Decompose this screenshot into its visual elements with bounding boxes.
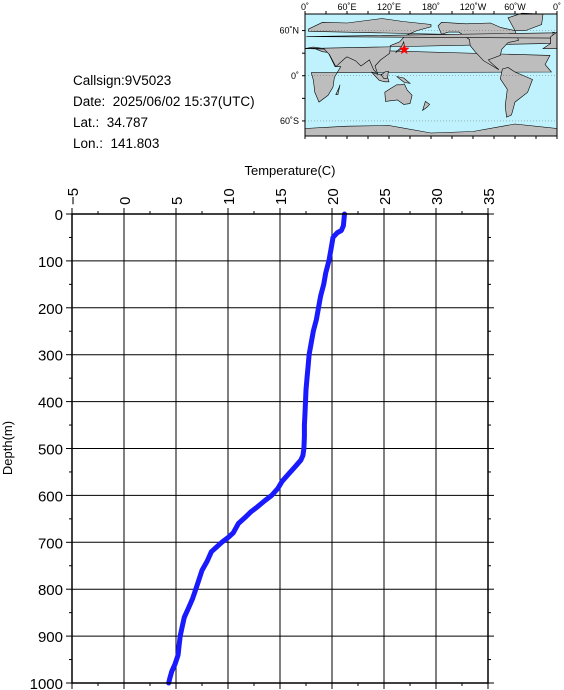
landmass-newzealand — [422, 100, 431, 112]
x-tick-label: 15 — [273, 188, 290, 205]
y-tick-label: 800 — [38, 582, 63, 599]
x-tick-label: 20 — [325, 188, 342, 205]
x-tick-label: 30 — [429, 188, 446, 205]
landmass-newguinea — [396, 76, 411, 84]
plot-frame — [71, 213, 489, 684]
x-tick-label: 10 — [221, 188, 238, 205]
landmass-borneo — [380, 70, 389, 80]
longitude-text: Lon.: 141.803 — [73, 136, 160, 151]
map-lon-label: 120˚E — [377, 2, 401, 12]
x-tick-label: −5 — [65, 188, 82, 205]
y-tick-label: 900 — [38, 629, 63, 646]
y-tick-label: 1000 — [30, 676, 63, 690]
landmass-australia — [384, 83, 413, 105]
map-lon-label: 60˚E — [337, 2, 356, 12]
landmass-madagascar — [335, 84, 341, 95]
y-tick-label: 400 — [38, 395, 63, 412]
date-text: Date: 2025/06/02 15:37(UTC) — [73, 94, 255, 109]
x-tick-label: 25 — [377, 188, 394, 205]
y-tick-label: 200 — [38, 301, 63, 318]
map-lon-label: 180˚ — [422, 2, 440, 12]
map-lon-label: 0˚ — [301, 2, 309, 12]
landmass-southamerica — [499, 67, 533, 118]
landmass-europe-wrap — [542, 31, 558, 49]
map-lon-label: 0˚ — [553, 2, 561, 12]
map-labels: 0˚ 60˚E 120˚E 180˚ 120˚W 60˚W 0˚ 60˚N 0˚ 60˚S — [279, 2, 561, 126]
y-tick-label: 500 — [38, 442, 63, 459]
profile-plot: −5 0 5 10 15 20 25 30 35010020030040050060070080… — [0, 163, 498, 690]
callsign-text: Callsign:9V5023 — [73, 73, 172, 88]
y-tick-label: 600 — [38, 488, 63, 505]
landmass-japan — [395, 40, 405, 54]
map-lon-label: 120˚W — [460, 2, 487, 12]
plot-grid — [71, 213, 489, 684]
map-graticule — [302, 11, 558, 139]
latitude-text: Lat.: 34.787 — [73, 115, 149, 130]
y-tick-label: 100 — [38, 254, 63, 271]
y-tick-label: 0 — [55, 207, 63, 224]
plot-ticks: −5 0 5 10 15 20 25 30 35010020030040050060070080… — [30, 188, 498, 690]
landmass-eurasia — [304, 18, 552, 75]
y-tick-label: 700 — [38, 535, 63, 552]
location-marker — [398, 43, 410, 55]
map-land — [304, 12, 558, 137]
x-tick-label: 0 — [117, 197, 134, 205]
map-lat-label: 0˚ — [291, 71, 299, 81]
map-lon-label: 60˚W — [504, 2, 526, 12]
temperature-profile-line — [166, 211, 347, 686]
plot-series — [166, 211, 347, 686]
x-tick-label: 5 — [169, 197, 186, 205]
y-tick-label: 300 — [38, 348, 63, 365]
map-lat-label: 60˚S — [280, 116, 299, 126]
world-map: 0˚ 60˚E 120˚E 180˚ 120˚W 60˚W 0˚ 60˚N 0˚ 60˚S — [279, 2, 561, 139]
map-lat-label: 60˚N — [279, 26, 299, 36]
station-star-icon — [398, 43, 410, 55]
x-axis-label: Temperature(C) — [244, 163, 335, 178]
y-axis-label: Depth(m) — [0, 421, 15, 475]
x-tick-label: 35 — [481, 188, 498, 205]
landmass-indonesia — [371, 71, 390, 83]
